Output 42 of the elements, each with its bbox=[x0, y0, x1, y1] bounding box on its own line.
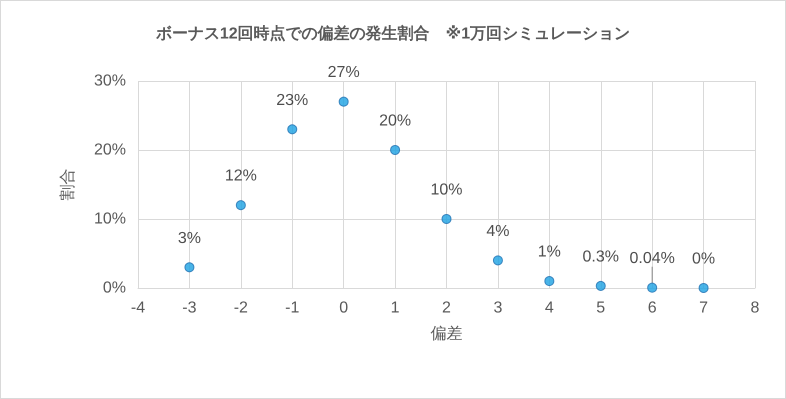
x-tick-label: 3 bbox=[493, 300, 502, 316]
point bbox=[236, 200, 246, 210]
y-tick-label: 10% bbox=[94, 210, 126, 228]
point bbox=[287, 124, 298, 134]
y-tick-label: 30% bbox=[94, 72, 126, 90]
data-label: 0.04% bbox=[629, 250, 675, 268]
data-label: 10% bbox=[430, 182, 463, 198]
x-tick-label: -4 bbox=[130, 300, 146, 316]
x-tick-label: 0 bbox=[339, 300, 348, 316]
data-label: 4% bbox=[486, 222, 510, 240]
data-label: 12% bbox=[224, 168, 257, 185]
x-tick-label: 4 bbox=[544, 300, 554, 316]
data-label: 3% bbox=[178, 230, 201, 247]
y-axis-title: 割合 bbox=[58, 168, 76, 200]
x-tick-label: 2 bbox=[442, 300, 452, 316]
y-tick-label: 20% bbox=[94, 142, 126, 158]
data-label: 0.3% bbox=[582, 248, 619, 266]
data-label: 1% bbox=[538, 244, 561, 261]
point bbox=[338, 96, 349, 107]
x-tick-label: 7 bbox=[699, 300, 708, 316]
x-tick-label: -2 bbox=[234, 300, 248, 316]
point bbox=[698, 283, 709, 293]
x-tick-label: 5 bbox=[596, 300, 606, 316]
chart-title: ボーナス12回時点での偏差の発生割合 ※1万回シミュレーション bbox=[154, 24, 630, 42]
point bbox=[390, 145, 400, 155]
data-label: 23% bbox=[276, 92, 308, 109]
point bbox=[596, 280, 606, 291]
point bbox=[544, 276, 554, 286]
x-tick-label: 6 bbox=[648, 300, 657, 316]
point bbox=[442, 214, 452, 224]
x-axis-title: 偏差 bbox=[430, 324, 462, 342]
x-tick-label: 8 bbox=[750, 300, 760, 316]
x-tick-label: -1 bbox=[285, 300, 300, 316]
point bbox=[492, 255, 503, 266]
data-label: 27% bbox=[328, 64, 360, 82]
data-label: 20% bbox=[379, 112, 412, 130]
point bbox=[184, 262, 194, 272]
x-tick-label: -3 bbox=[182, 300, 197, 316]
data-label: 0% bbox=[692, 250, 716, 268]
point bbox=[647, 282, 658, 293]
y-tick-label: 0% bbox=[102, 280, 126, 296]
x-tick-label: 1 bbox=[390, 300, 400, 316]
